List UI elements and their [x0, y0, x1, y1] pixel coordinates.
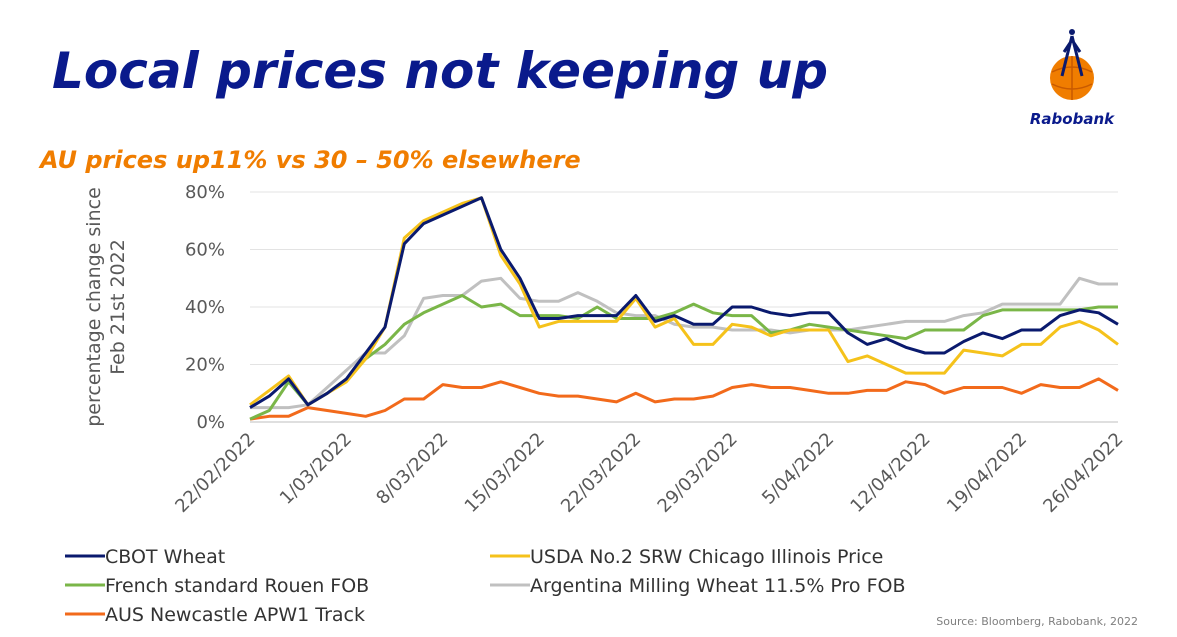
y-tick-label: 20% — [185, 355, 225, 376]
series-line — [249, 377, 1119, 421]
y-axis-label: percentage change since — [83, 187, 105, 427]
x-tick-label: 1/03/2022 — [276, 429, 356, 509]
series-line — [249, 196, 1119, 409]
x-tick-label: 19/04/2022 — [943, 429, 1031, 517]
x-tick-label: 26/04/2022 — [1039, 429, 1127, 517]
x-tick-label: 12/04/2022 — [846, 429, 934, 517]
legend-label: USDA No.2 SRW Chicago Illinois Price — [530, 546, 883, 568]
y-axis-label: Feb 21st 2022 — [107, 239, 129, 375]
y-tick-label: 60% — [185, 240, 225, 261]
legend-label: CBOT Wheat — [105, 546, 225, 568]
chart-subtitle: AU prices up11% vs 30 – 50% elsewhere — [38, 146, 581, 174]
legend-label: French standard Rouen FOB — [105, 575, 369, 597]
series-line — [249, 294, 1118, 421]
y-tick-label: 40% — [185, 297, 225, 318]
legend-label: AUS Newcastle APW1 Track — [105, 604, 365, 626]
y-tick-label: 80% — [185, 182, 225, 203]
x-tick-label: 15/03/2022 — [461, 429, 549, 517]
series-line — [250, 276, 1118, 410]
slide-title: Local prices not keeping up — [52, 42, 828, 100]
x-tick-label: 29/03/2022 — [654, 429, 742, 517]
series-line — [249, 196, 1119, 407]
x-tick-label: 5/04/2022 — [758, 429, 838, 509]
logo-text: Rabobank — [1030, 110, 1115, 128]
y-tick-label: 0% — [196, 412, 225, 433]
x-tick-label: 8/03/2022 — [372, 429, 452, 509]
x-tick-label: 22/03/2022 — [557, 429, 645, 517]
logo-icon — [1050, 29, 1094, 100]
legend-label: Argentina Milling Wheat 11.5% Pro FOB — [530, 575, 906, 597]
source-note: Source: Bloomberg, Rabobank, 2022 — [936, 615, 1138, 628]
x-tick-label: 22/02/2022 — [171, 429, 259, 517]
